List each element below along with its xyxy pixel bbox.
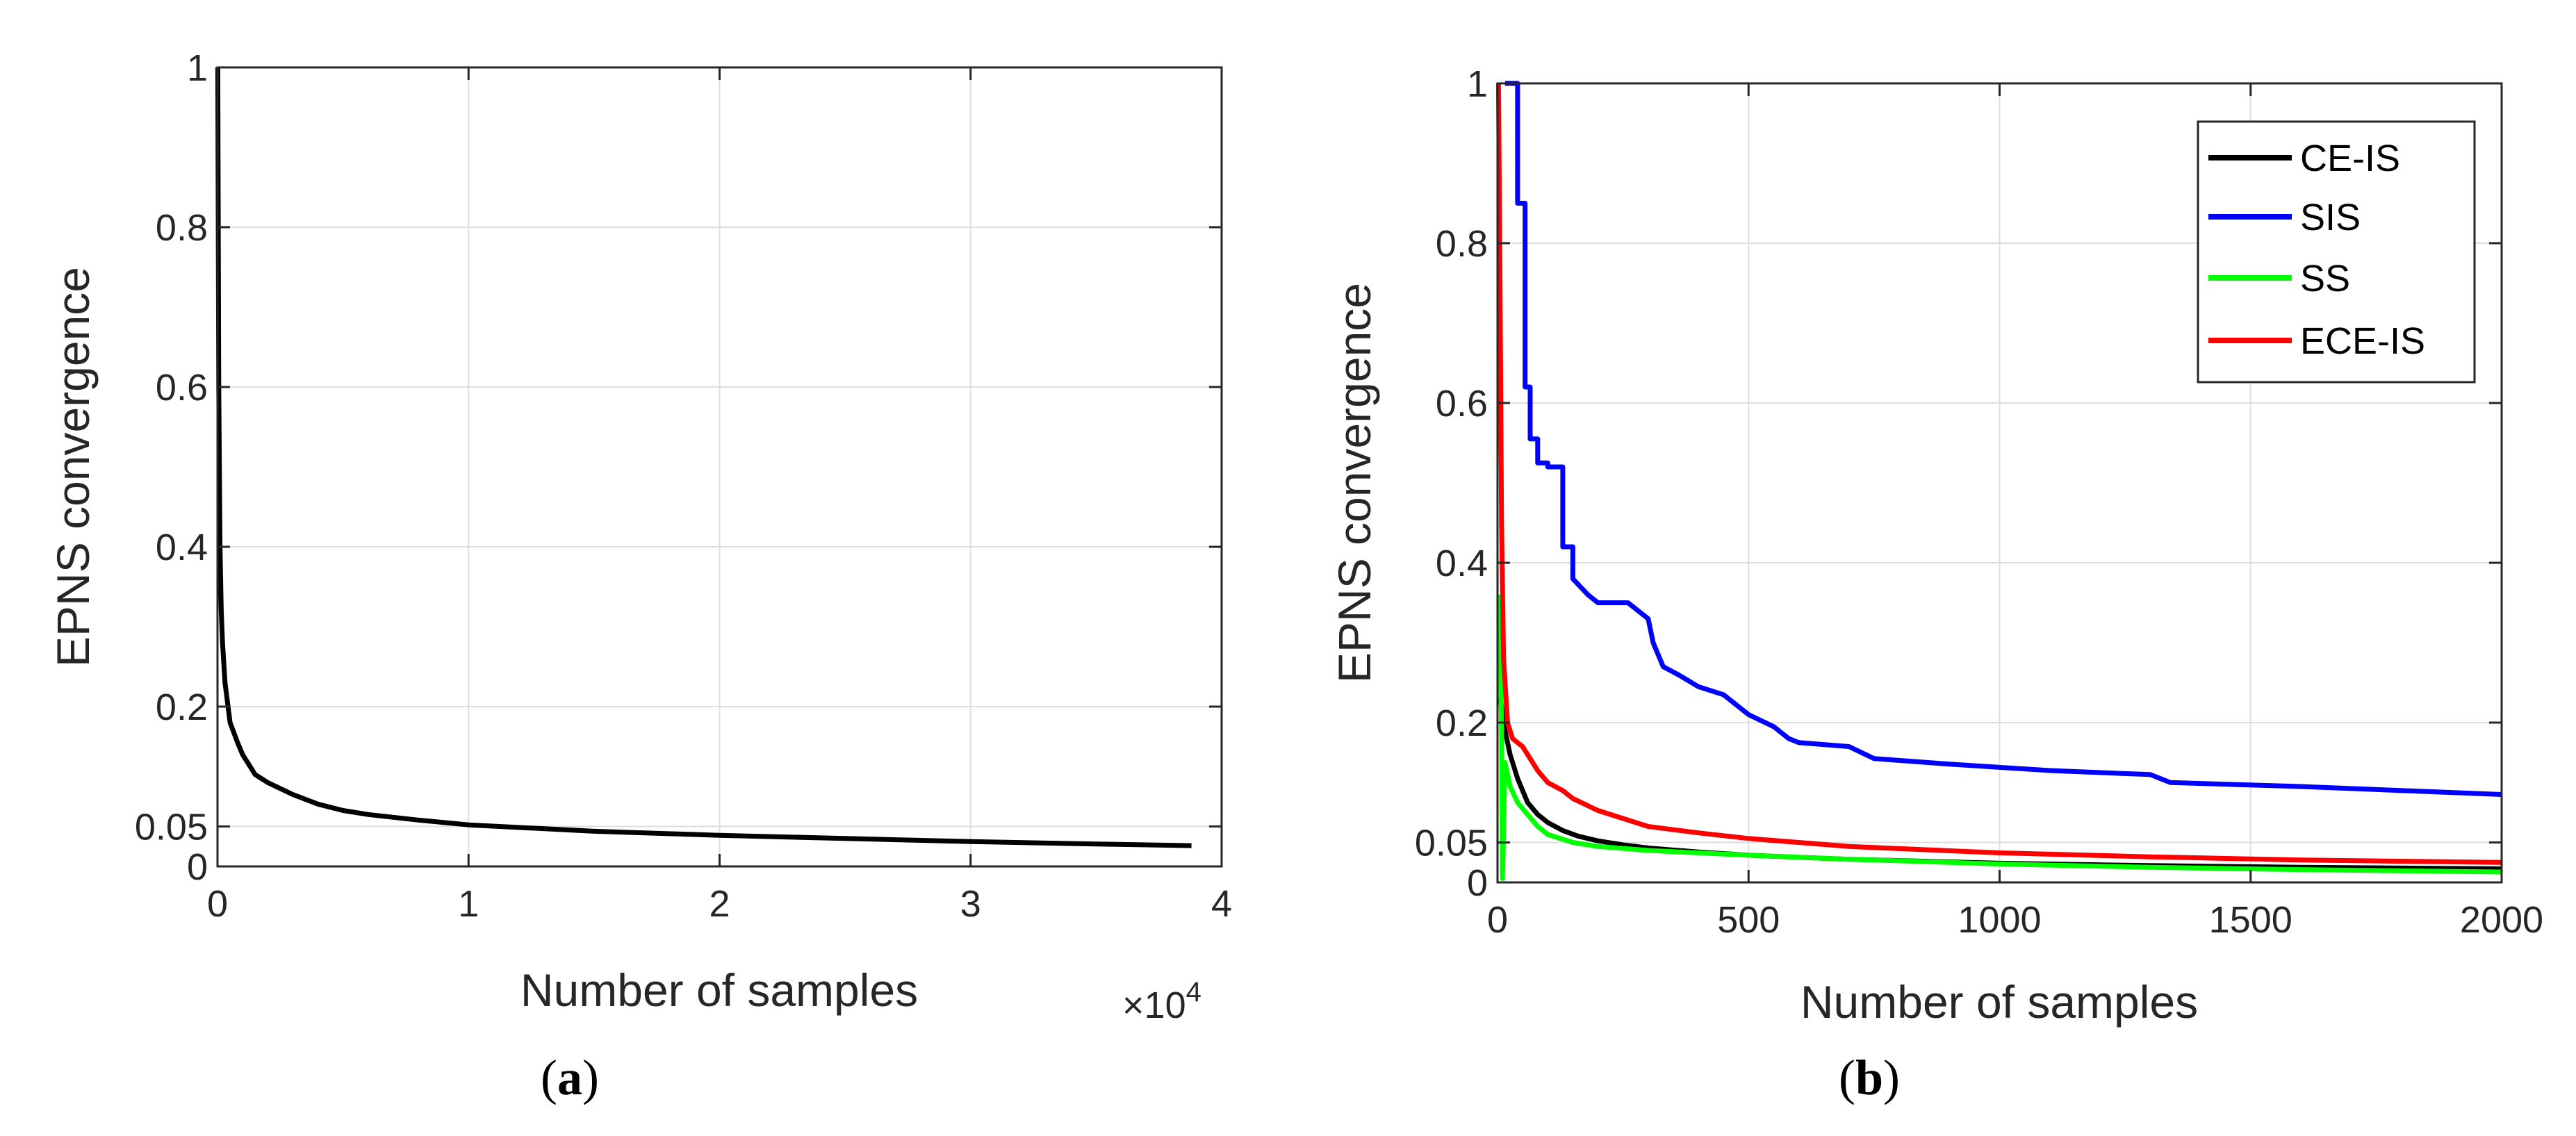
x-tick-label-b: 1500: [2209, 899, 2292, 941]
y-tick-label-a: 0.4: [156, 527, 208, 568]
series-line-ece-is-b: [1495, 83, 2502, 865]
x-tick-label-b: 0: [1487, 899, 1508, 941]
x-tick-label-a: 4: [1211, 883, 1232, 925]
legend-label-ce-is: CE-IS: [2300, 138, 2400, 179]
y-tick-label-b: 1: [1467, 63, 1488, 105]
x-tick-label-b: 500: [1717, 899, 1780, 941]
x-tick-label-a: 0: [207, 883, 228, 925]
y-axis-label-b: EPNS convergence: [1329, 283, 1380, 683]
x-tick-label-a: 3: [960, 883, 981, 925]
panel-label-b: (b): [1839, 1050, 1900, 1105]
x-exponent-base: ×10: [1122, 985, 1186, 1026]
y-axis-label-a: EPNS convergence: [47, 267, 99, 667]
y-tick-label-b: 0.2: [1436, 702, 1488, 744]
y-tick-label-b: 0.4: [1436, 543, 1488, 584]
series-line-sis-b: [1504, 81, 2502, 797]
chart-a: 0 1 2 3 400.050.20.40.60.81 Number of sample…: [47, 47, 1232, 1105]
y-tick-label-a: 1: [187, 47, 208, 89]
x-tick-label-a: 1: [458, 883, 479, 925]
y-tick-label-b: 0.6: [1436, 383, 1488, 425]
series-a: [215, 67, 1192, 848]
legend-label-ece-is: ECE-IS: [2300, 320, 2425, 362]
legend-label-ss: SS: [2300, 258, 2350, 299]
series-b: [1495, 81, 2502, 881]
y-tick-label-b: 0.05: [1415, 823, 1488, 864]
ticks-a: 0 1 2 3 400.050.20.40.60.81: [135, 47, 1232, 925]
y-tick-label-b: 0: [1467, 862, 1488, 904]
x-axis-label-a: Number of samples: [520, 964, 918, 1016]
y-tick-label-a: 0.05: [135, 807, 208, 848]
y-tick-label-a: 0.6: [156, 367, 208, 409]
grid-a: [217, 67, 1222, 867]
x-exponent-a: ×104: [1122, 977, 1201, 1026]
x-tick-label-a: 2: [709, 883, 730, 925]
panel-label-a: (a): [541, 1050, 599, 1105]
y-tick-label-b: 0.8: [1436, 223, 1488, 265]
y-tick-label-a: 0.2: [156, 686, 208, 728]
y-tick-label-a: 0.8: [156, 207, 208, 249]
x-tick-label-b: 1000: [1958, 899, 2041, 941]
legend-label-sis: SIS: [2300, 197, 2361, 238]
series-line-ss-b: [1496, 594, 2502, 881]
y-tick-label-a: 0: [187, 846, 208, 888]
legend: CE-IS SIS SS ECE-IS: [2197, 120, 2476, 384]
series-line-ce-is-a: [215, 67, 1192, 848]
x-exponent-power: 4: [1186, 977, 1201, 1007]
x-axis-label-b: Number of samples: [1800, 976, 2198, 1028]
x-tick-label-b: 2000: [2460, 899, 2543, 941]
